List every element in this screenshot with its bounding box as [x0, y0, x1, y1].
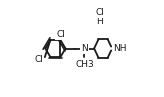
Text: Cl: Cl	[95, 8, 104, 17]
Text: Cl: Cl	[56, 30, 65, 39]
Text: NH: NH	[113, 44, 126, 53]
Text: N: N	[81, 44, 88, 53]
Text: Cl: Cl	[35, 55, 44, 64]
Text: CH3: CH3	[75, 60, 94, 69]
Text: H: H	[96, 17, 103, 26]
